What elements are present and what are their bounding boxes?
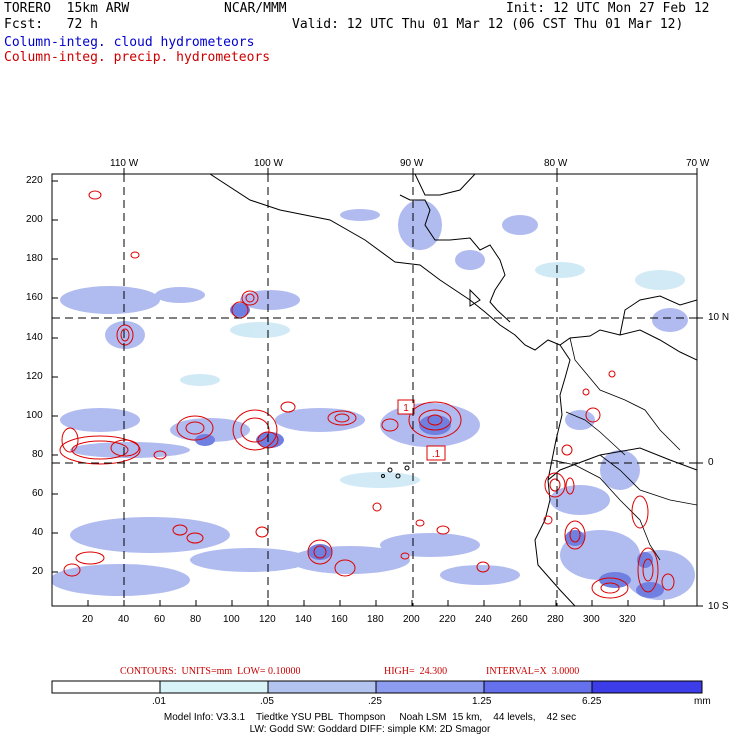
model-info-line1: Model Info: V3.3.1 Tiedtke YSU PBL Thomp… xyxy=(163,712,577,723)
y-tick: 40 xyxy=(32,527,44,538)
y-tick: 60 xyxy=(32,488,44,499)
colorbar-bin-4 xyxy=(483,680,593,694)
x-tick: 80 xyxy=(190,614,202,625)
x-tick: 320 xyxy=(619,614,636,625)
x-tick: 140 xyxy=(295,614,312,625)
x-tick: 300 xyxy=(583,614,600,625)
y-tick: 100 xyxy=(26,410,43,421)
colorbar-label: 1.25 xyxy=(472,696,492,707)
lat-label-0: 0 xyxy=(708,457,714,468)
colorbar xyxy=(51,680,703,694)
x-tick: 40 xyxy=(118,614,130,625)
contour-label-1: 1 xyxy=(403,403,409,414)
cloud-shading xyxy=(52,200,695,600)
lat-label-10s: 10 S xyxy=(708,601,729,612)
latlon-gridlines xyxy=(52,174,697,606)
model-info-line2: LW: Godd SW: Goddard DIFF: simple KM: 2D… xyxy=(249,724,491,735)
colorbar-bin-2 xyxy=(267,680,377,694)
forecast-hour: Fcst: 72 h xyxy=(4,17,98,32)
y-tick: 160 xyxy=(26,292,43,303)
coastlines xyxy=(209,174,697,606)
lat-label-10n: 10 N xyxy=(708,312,730,323)
colorbar-bin-1 xyxy=(159,680,269,694)
x-tick: 100 xyxy=(223,614,240,625)
precip-field-label: Column-integ. precip. hydrometeors xyxy=(4,50,271,65)
x-tick: 200 xyxy=(403,614,420,625)
y-tick: 220 xyxy=(26,175,43,186)
colorbar-bin-5 xyxy=(591,680,703,694)
x-tick: 180 xyxy=(367,614,384,625)
y-tick: 200 xyxy=(26,214,43,225)
lon-label-100w: 100 W xyxy=(254,158,283,169)
lon-label-70w: 70 W xyxy=(686,158,710,169)
contour-info-high: HIGH= 24.300 xyxy=(384,666,448,677)
y-tick: 80 xyxy=(32,449,44,460)
y-tick: 120 xyxy=(26,371,43,382)
org-label: NCAR/MMM xyxy=(224,1,287,16)
cloud-shading-light xyxy=(180,262,685,488)
lon-label-80w: 80 W xyxy=(544,158,568,169)
colorbar-bin-0 xyxy=(51,680,161,694)
contour-label-boxes xyxy=(397,399,446,461)
colorbar-label: .05 xyxy=(260,696,274,707)
x-tick: 260 xyxy=(511,614,528,625)
x-tick: 240 xyxy=(475,614,492,625)
precip-contours xyxy=(59,190,675,599)
y-tick: 20 xyxy=(32,566,44,577)
model-title: TORERO 15km ARW xyxy=(4,1,130,16)
y-tick: 140 xyxy=(26,332,43,343)
y-tick: 180 xyxy=(26,253,43,264)
x-tick: 220 xyxy=(439,614,456,625)
colorbar-label: .01 xyxy=(152,696,166,707)
country-borders xyxy=(551,337,697,561)
contour-info-units: CONTOURS: UNITS=mm LOW= 0.10000 xyxy=(120,666,301,677)
valid-time: Valid: 12 UTC Thu 01 Mar 12 (06 CST Thu … xyxy=(292,17,684,32)
init-time: Init: 12 UTC Mon 27 Feb 12 xyxy=(506,1,710,16)
lon-label-90w: 90 W xyxy=(400,158,424,169)
x-tick: 280 xyxy=(547,614,564,625)
lon-label-110w: 110 W xyxy=(110,158,139,169)
colorbar-label: .25 xyxy=(368,696,382,707)
cloud-field-label: Column-integ. cloud hydrometeors xyxy=(4,35,255,50)
map-frame xyxy=(51,173,698,607)
colorbar-unit: mm xyxy=(694,696,711,707)
contour-info-interval: INTERVAL=X 3.0000 xyxy=(486,666,580,677)
axis-ticks xyxy=(52,168,703,607)
x-tick: 20 xyxy=(82,614,94,625)
x-tick: 120 xyxy=(259,614,276,625)
x-tick: 60 xyxy=(154,614,166,625)
colorbar-bin-3 xyxy=(375,680,485,694)
x-tick: 160 xyxy=(331,614,348,625)
contour-label-2: .1 xyxy=(432,449,441,460)
colorbar-label: 6.25 xyxy=(582,696,602,707)
